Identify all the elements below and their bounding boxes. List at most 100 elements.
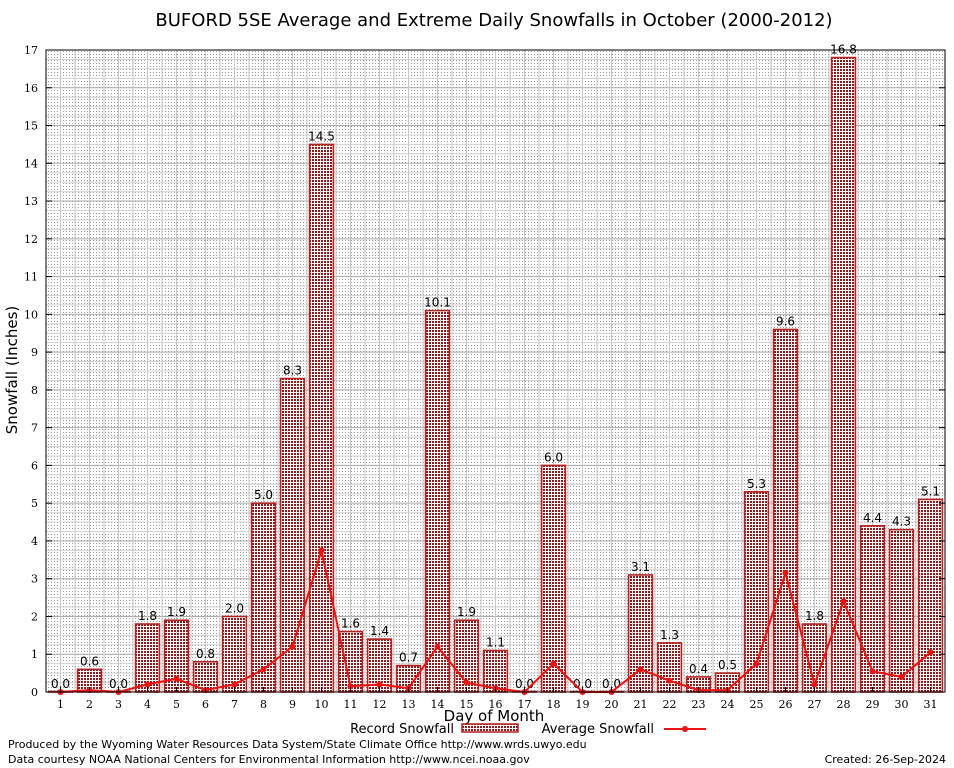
average-point xyxy=(811,681,818,688)
record-bar-label: 1.8 xyxy=(138,609,157,623)
x-tick-label: 5 xyxy=(173,698,180,711)
x-tick-label: 1 xyxy=(57,698,64,711)
y-tick-label: 8 xyxy=(31,384,38,397)
average-point xyxy=(927,649,934,656)
record-bar xyxy=(888,528,915,693)
x-tick-label: 13 xyxy=(402,698,416,711)
footer-produced-by: Produced by the Wyoming Water Resources … xyxy=(8,738,587,751)
x-tick-label: 26 xyxy=(779,698,793,711)
x-tick-label: 21 xyxy=(634,698,648,711)
record-bar-label: 0.5 xyxy=(718,658,737,672)
record-bar-label: 0.0 xyxy=(109,677,128,691)
y-tick-label: 17 xyxy=(24,44,38,57)
average-point xyxy=(289,643,296,650)
record-bar xyxy=(540,464,567,693)
average-point xyxy=(144,681,151,688)
record-bar-label: 0.0 xyxy=(51,677,70,691)
record-bar-label: 3.1 xyxy=(631,560,650,574)
y-tick-label: 11 xyxy=(24,271,38,284)
record-bar-label: 6.0 xyxy=(544,450,563,464)
average-point xyxy=(666,677,673,684)
y-tick-label: 13 xyxy=(24,195,38,208)
y-tick-label: 2 xyxy=(31,610,38,623)
x-tick-label: 22 xyxy=(663,698,677,711)
average-point xyxy=(347,683,354,690)
average-point xyxy=(753,660,760,667)
y-tick-label: 3 xyxy=(31,573,38,586)
record-bar xyxy=(830,56,857,693)
average-point xyxy=(434,643,441,650)
x-tick-label: 6 xyxy=(202,698,209,711)
record-bar xyxy=(656,642,683,693)
chart-title: BUFORD 5SE Average and Extreme Daily Sno… xyxy=(155,10,832,31)
x-tick-label: 11 xyxy=(344,698,358,711)
y-tick-label: 16 xyxy=(24,82,38,95)
record-bar xyxy=(424,309,451,693)
record-bar-label: 4.3 xyxy=(892,515,911,529)
x-tick-label: 19 xyxy=(576,698,590,711)
average-point xyxy=(463,679,470,686)
x-tick-label: 2 xyxy=(86,698,93,711)
record-bar xyxy=(308,143,335,693)
x-tick-label: 25 xyxy=(750,698,764,711)
x-tick-label: 17 xyxy=(518,698,532,711)
record-bar-label: 4.4 xyxy=(863,511,882,525)
y-axis-label: Snowfall (Inches) xyxy=(3,306,21,434)
y-tick-label: 1 xyxy=(31,648,38,661)
average-point xyxy=(840,598,847,605)
x-tick-label: 14 xyxy=(431,698,445,711)
record-bar xyxy=(859,525,886,693)
record-bar-label: 1.1 xyxy=(486,635,505,649)
average-point xyxy=(898,673,905,680)
x-tick-label: 18 xyxy=(547,698,561,711)
y-tick-label: 7 xyxy=(31,422,38,435)
x-tick-label: 27 xyxy=(808,698,822,711)
record-bar xyxy=(627,574,654,693)
average-point xyxy=(637,666,644,673)
record-bar-label: 14.5 xyxy=(308,129,335,143)
average-point xyxy=(231,681,238,688)
x-tick-label: 28 xyxy=(837,698,851,711)
x-tick-label: 20 xyxy=(605,698,619,711)
x-tick-label: 16 xyxy=(489,698,503,711)
x-tick-label: 7 xyxy=(231,698,238,711)
y-tick-label: 14 xyxy=(24,157,38,170)
legend-record-label: Record Snowfall xyxy=(350,722,454,737)
legend-average-marker xyxy=(682,726,688,732)
y-tick-label: 12 xyxy=(24,233,38,246)
y-tick-label: 10 xyxy=(24,308,38,321)
y-tick-label: 9 xyxy=(31,346,38,359)
average-point xyxy=(318,547,325,554)
y-tick-label: 0 xyxy=(31,686,38,699)
record-bar xyxy=(917,498,944,693)
record-bar-label: 0.6 xyxy=(80,654,99,668)
footer-data-courtesy: Data courtesy NOAA National Centers for … xyxy=(8,753,530,766)
record-bar-label: 2.0 xyxy=(225,601,244,615)
record-bar-label: 0.7 xyxy=(399,651,418,665)
x-tick-label: 31 xyxy=(924,698,938,711)
average-point xyxy=(782,570,789,577)
record-bar-label: 5.3 xyxy=(747,477,766,491)
legend-record-swatch xyxy=(461,723,519,733)
record-bar-label: 8.3 xyxy=(283,364,302,378)
x-tick-label: 30 xyxy=(895,698,909,711)
y-tick-label: 4 xyxy=(31,535,38,548)
x-tick-label: 24 xyxy=(721,698,735,711)
record-bar xyxy=(772,328,799,693)
record-bar-label: 1.9 xyxy=(167,605,186,619)
x-axis-label: Day of Month xyxy=(444,707,545,725)
average-point xyxy=(550,660,557,667)
x-tick-label: 4 xyxy=(144,698,151,711)
record-bar-label: 1.9 xyxy=(457,605,476,619)
footer-created: Created: 26-Sep-2024 xyxy=(824,753,946,766)
x-tick-label: 10 xyxy=(315,698,329,711)
record-bar-label: 10.1 xyxy=(424,296,451,310)
record-bar-label: 0.4 xyxy=(689,662,708,676)
legend-average-label: Average Snowfall xyxy=(542,722,654,737)
x-tick-label: 23 xyxy=(692,698,706,711)
record-bar-label: 5.0 xyxy=(254,488,273,502)
y-tick-label: 5 xyxy=(31,497,38,510)
y-tick-label: 15 xyxy=(24,120,38,133)
x-tick-label: 3 xyxy=(115,698,122,711)
